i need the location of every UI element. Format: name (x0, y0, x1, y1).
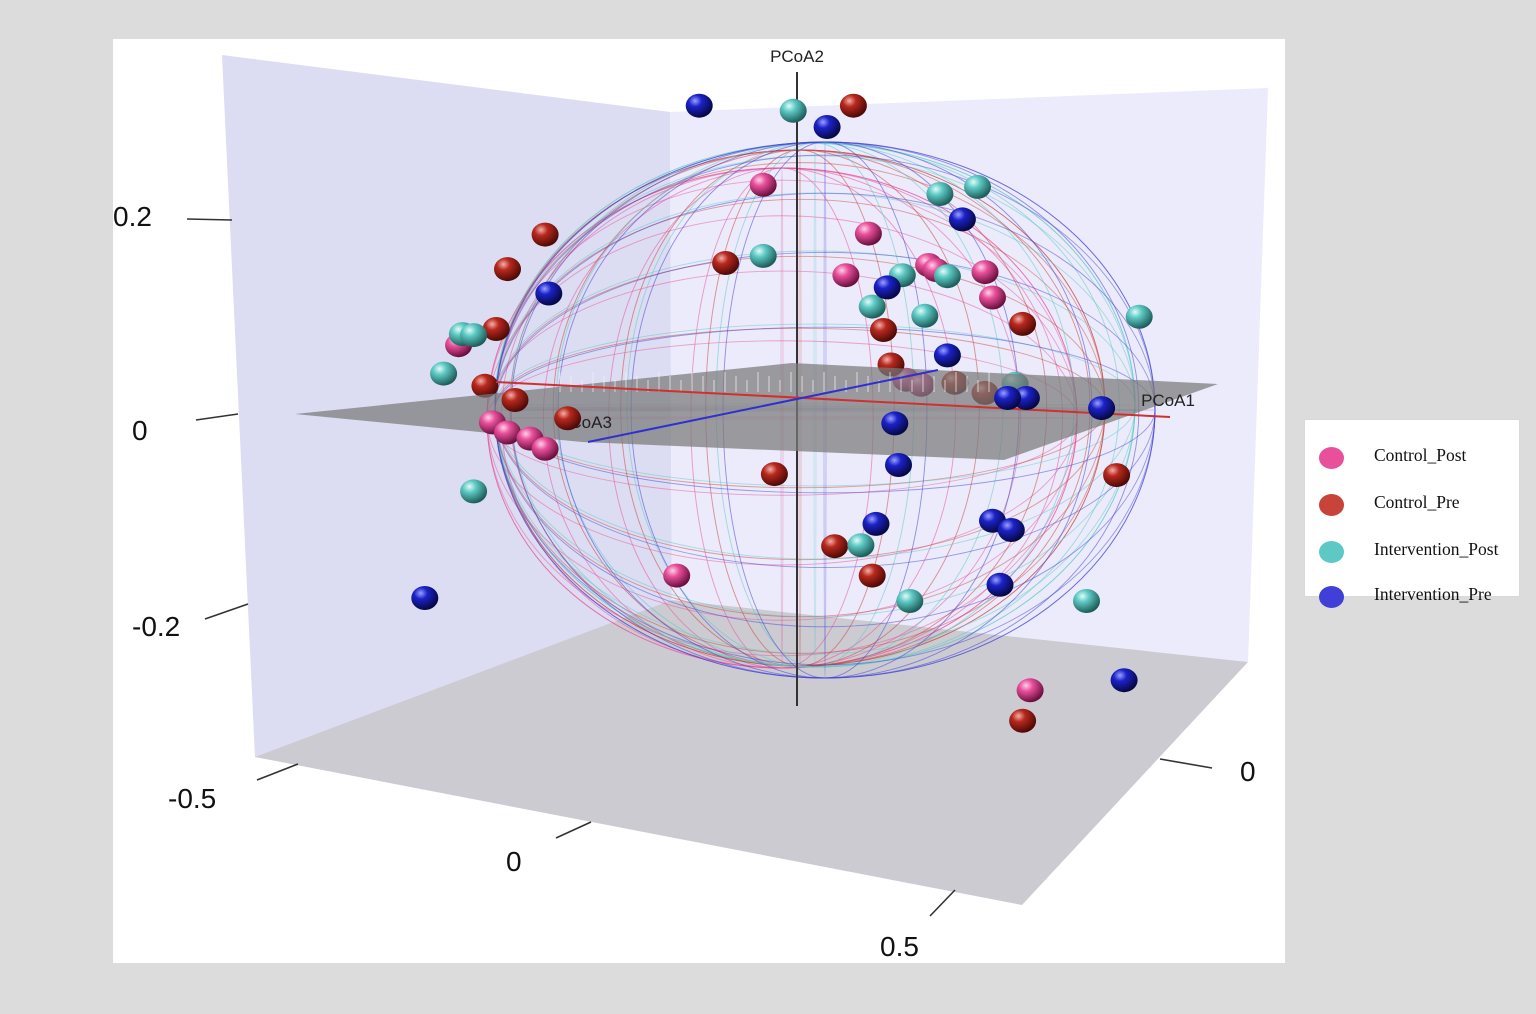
data-point-control-pre (494, 257, 521, 282)
data-point-intervention-pre (948, 207, 976, 232)
data-point-intervention-post (933, 264, 961, 289)
legend-item-intervention-post: Intervention_Post (1305, 531, 1521, 571)
drop-lines (559, 372, 990, 392)
data-point-intervention-pre (411, 586, 439, 610)
data-point-control-post (854, 221, 882, 246)
data-point-intervention-post (1125, 304, 1153, 329)
data-point-control-post (1016, 678, 1044, 703)
data-point-intervention-post (964, 174, 991, 199)
data-point-control-post (832, 263, 860, 288)
data-point-intervention-post (896, 589, 924, 613)
legend-swatch (1319, 494, 1344, 516)
y-tick-label: 0 (132, 415, 148, 446)
data-point-intervention-pre (994, 386, 1022, 410)
tick-labels: 0.2 0 -0.2 -0.5 0 0.5 0 (113, 201, 1256, 962)
data-point-control-post (979, 285, 1006, 310)
data-point-intervention-pre (997, 518, 1025, 542)
pcoa3-axis-line (587, 369, 939, 443)
legend-item-intervention-pre: Intervention_Pre (1305, 576, 1521, 616)
legend: Control_Post Control_Pre Intervention_Po… (1304, 419, 1521, 608)
legend-label: Intervention_Pre (1374, 584, 1492, 604)
data-point-control-pre (1103, 463, 1131, 488)
legend-item-control-post: Control_Post (1305, 437, 1521, 477)
data-point-intervention-pre (986, 572, 1014, 597)
pcoa2-axis-label: PCoA2 (770, 47, 824, 66)
data-point-intervention-post (749, 243, 777, 268)
data-point-intervention-pre (873, 275, 901, 300)
data-point-intervention-post (460, 479, 488, 504)
data-point-control-post (749, 172, 777, 197)
data-point-intervention-pre (813, 115, 841, 139)
points-in-front-of-plane (411, 386, 1138, 733)
legend-swatch (1319, 447, 1344, 469)
data-point-control-post (494, 420, 521, 445)
data-point-intervention-pre (881, 411, 909, 436)
data-point-intervention-pre (933, 343, 961, 368)
data-point-intervention-post (858, 294, 886, 319)
legend-item-control-pre: Control_Pre (1305, 484, 1521, 524)
data-point-intervention-post (911, 303, 939, 328)
data-point-intervention-pre (1110, 668, 1138, 693)
data-point-control-pre (870, 318, 897, 342)
z-tick-label: 0.5 (880, 931, 919, 962)
pcoa1-axis-label: PCoA1 (1141, 391, 1195, 410)
points-behind-plane (430, 93, 1153, 405)
data-point-intervention-post (430, 361, 458, 386)
data-point-intervention-pre (885, 453, 912, 477)
tick-marks (186, 218, 1213, 917)
z-tick-label: -0.5 (168, 783, 216, 814)
data-point-intervention-pre (685, 93, 713, 118)
pcoa1-axis-line (495, 381, 1171, 418)
legend-swatch (1319, 541, 1344, 563)
data-point-control-post (531, 436, 559, 461)
data-point-intervention-pre (1012, 386, 1040, 410)
data-point-intervention-pre (535, 281, 563, 306)
data-point-control-pre (760, 462, 788, 487)
data-point-intervention-pre (862, 511, 890, 536)
legend-label: Intervention_Post (1374, 539, 1499, 559)
y-tick-label: -0.2 (132, 611, 180, 642)
legend-label: Control_Post (1374, 445, 1467, 465)
data-point-control-pre (858, 563, 886, 588)
legend-swatch (1319, 586, 1344, 608)
data-point-intervention-post (460, 323, 488, 348)
data-point-control-post (971, 260, 999, 285)
y-tick-label: 0.2 (113, 201, 152, 232)
data-point-intervention-post (1073, 589, 1100, 613)
data-point-control-pre (1009, 708, 1037, 733)
x-tick-label: 0 (1240, 756, 1256, 787)
data-point-control-pre (1009, 311, 1037, 336)
data-point-intervention-post (926, 182, 954, 206)
data-point-control-post (663, 563, 691, 588)
data-point-control-pre (554, 406, 582, 431)
data-point-control-pre (471, 373, 499, 398)
data-point-intervention-post (847, 533, 875, 558)
data-point-control-pre (712, 251, 740, 275)
floor-plane (255, 600, 1248, 905)
z-tick-label: 0 (506, 846, 522, 877)
data-point-control-pre (821, 534, 849, 559)
data-point-intervention-post (779, 98, 807, 123)
data-point-control-pre (839, 93, 867, 118)
data-point-intervention-pre (1088, 396, 1116, 421)
data-point-control-pre (531, 222, 559, 247)
data-point-control-pre (482, 317, 510, 341)
data-point-control-pre (501, 388, 529, 412)
legend-label: Control_Pre (1374, 492, 1460, 512)
